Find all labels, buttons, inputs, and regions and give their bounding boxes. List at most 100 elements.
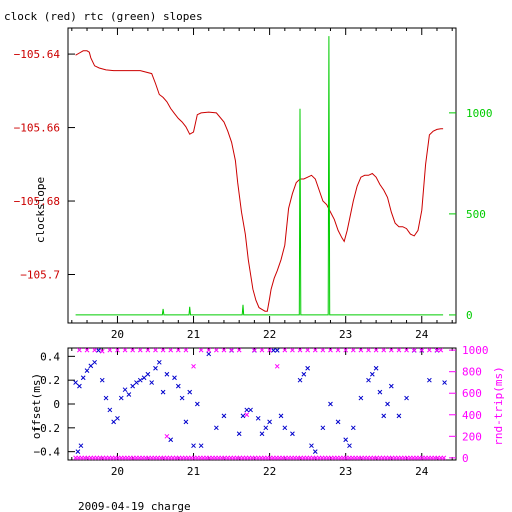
series-offset-point bbox=[73, 380, 78, 385]
bottom-chart: offset(ms) rnd-trip(ms) 20 21 22 23 24 0.40.… bbox=[30, 344, 505, 478]
series-offset-point bbox=[309, 443, 314, 449]
series-offset-point bbox=[179, 395, 185, 401]
series-offset-point bbox=[75, 449, 81, 455]
x-tick-label: 24 bbox=[415, 328, 429, 341]
series-offset-point bbox=[278, 413, 284, 419]
y-left-tick-label: 0 bbox=[53, 398, 60, 411]
series-rnd-trip-point bbox=[115, 347, 120, 353]
series-offset-point bbox=[263, 425, 269, 431]
series-offset-point bbox=[153, 365, 158, 371]
series-rnd-trip-point bbox=[312, 347, 318, 353]
bottom-left-y-ticks: 0.4 0.2 0 −0.2 −0.4 bbox=[34, 350, 75, 459]
series-offset-point bbox=[92, 359, 97, 365]
series-offset-point bbox=[236, 431, 242, 437]
series-rnd-trip-point bbox=[290, 347, 295, 353]
series-offset-point bbox=[107, 407, 113, 413]
series-rnd-trip-point bbox=[358, 347, 364, 353]
y-right-tick-label: 500 bbox=[466, 208, 486, 221]
series-offset-point bbox=[206, 351, 212, 357]
x-tick-label: 21 bbox=[187, 465, 200, 478]
series-offset-point bbox=[84, 368, 90, 373]
series-offset-point bbox=[221, 413, 227, 419]
series-rnd-trip-point bbox=[221, 347, 227, 353]
series-rnd-trip-point bbox=[130, 347, 136, 353]
series-rnd-trip-point bbox=[137, 347, 143, 353]
series-offset-point bbox=[111, 419, 117, 425]
series-rnd-trip-point bbox=[434, 347, 440, 353]
series-rnd-trip-point bbox=[373, 347, 379, 353]
series-rnd-trip-point bbox=[335, 347, 341, 353]
x-tick-label: 22 bbox=[263, 328, 276, 341]
y-left-tick-label: −105.66 bbox=[14, 122, 60, 135]
y-left-tick-label: −0.2 bbox=[34, 422, 61, 435]
top-chart: clockslope 20 21 22 23 24 −105.64−105.66−105… bbox=[14, 27, 493, 341]
x-tick-label: 23 bbox=[339, 328, 352, 341]
series-rnd-trip-point bbox=[107, 347, 113, 353]
series-rnd-trip-point bbox=[183, 347, 189, 353]
series-rnd-trip-point bbox=[153, 347, 158, 353]
series-offset-point bbox=[240, 413, 246, 419]
series-offset-point bbox=[385, 401, 390, 407]
series-offset-point bbox=[103, 395, 109, 401]
x-tick-label: 24 bbox=[415, 465, 429, 478]
series-rnd-trip-point bbox=[396, 347, 402, 353]
series-offset-point bbox=[427, 377, 432, 383]
series-offset-point bbox=[377, 389, 383, 395]
series-rnd-trip-point bbox=[229, 347, 234, 353]
series-offset-point bbox=[149, 380, 155, 385]
series-rnd-trip-point bbox=[259, 347, 265, 353]
series-offset-point bbox=[137, 377, 143, 383]
series-offset-point bbox=[301, 371, 307, 377]
series-offset-point bbox=[187, 389, 193, 395]
series-rnd-trip-point bbox=[328, 347, 333, 353]
series-offset-point bbox=[183, 419, 189, 425]
series-rtc-line bbox=[75, 36, 444, 316]
series-rnd-trip-point bbox=[267, 347, 272, 353]
series-rnd-trip-point bbox=[198, 347, 204, 353]
series-offset-point bbox=[118, 395, 124, 401]
series-offset-point bbox=[271, 348, 276, 353]
series-offset-point bbox=[213, 425, 219, 431]
series-rnd-trip-point bbox=[252, 347, 257, 353]
series-offset-point bbox=[328, 401, 333, 407]
y-right-tick-label: 0 bbox=[462, 452, 469, 465]
y-left-tick-label: −105.7 bbox=[20, 269, 60, 282]
series-offset-point bbox=[305, 365, 311, 371]
y-right-tick-label: 400 bbox=[462, 409, 482, 422]
series-rnd-trip-point bbox=[297, 347, 303, 353]
series-rnd-trip-point bbox=[84, 347, 90, 353]
series-rnd-trip-point bbox=[305, 347, 311, 353]
series-offset-point bbox=[369, 371, 375, 377]
bottom-chart-xlabel: 2009-04-19 charge bbox=[78, 500, 191, 512]
series-offset-point bbox=[350, 425, 356, 431]
series-offset-point bbox=[404, 395, 409, 401]
series-rnd-trip-point bbox=[168, 347, 174, 353]
series-offset-point bbox=[373, 365, 379, 371]
series-rnd-trip-point bbox=[419, 347, 425, 353]
series-offset-point bbox=[194, 401, 200, 407]
series-offset-point bbox=[134, 380, 139, 385]
series-offset-point bbox=[343, 437, 349, 443]
series-rnd-trip-point bbox=[381, 347, 387, 353]
y-right-tick-label: 1000 bbox=[462, 344, 489, 357]
series-offset-point bbox=[130, 383, 136, 389]
series-rnd-trip-point bbox=[366, 347, 371, 353]
series-rnd-trip-point bbox=[438, 347, 444, 353]
series-offset-point bbox=[156, 359, 162, 365]
bottom-right-y-ticks: 0 200 400 600 800 1000 bbox=[449, 344, 489, 465]
series-offset-point bbox=[335, 419, 341, 425]
series-offset-point bbox=[115, 415, 120, 421]
series-rnd-trip-point bbox=[164, 433, 170, 439]
x-tick-label: 20 bbox=[111, 328, 124, 341]
bottom-chart-y2label: rnd-trip(ms) bbox=[492, 366, 505, 445]
top-chart-frame bbox=[67, 27, 457, 324]
y-left-tick-label: −105.64 bbox=[14, 48, 61, 61]
series-rnd-trip-point bbox=[404, 347, 409, 353]
series-offset-point bbox=[77, 383, 82, 389]
series-rnd-trip-point bbox=[411, 347, 417, 353]
series-rnd-trip-point bbox=[122, 347, 128, 353]
series-offset-point bbox=[255, 415, 261, 421]
y-left-tick-label: 0.2 bbox=[40, 374, 60, 387]
series-offset-point bbox=[396, 413, 402, 419]
